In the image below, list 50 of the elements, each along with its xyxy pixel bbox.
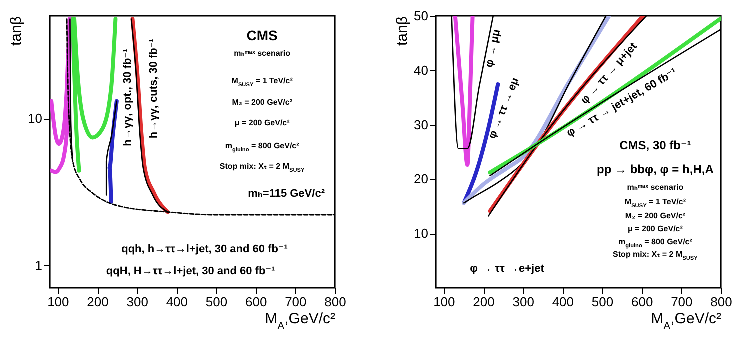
x-tick-label: 200 — [87, 294, 109, 310]
x-tick-label: 600 — [631, 294, 654, 310]
x-tick-label: 600 — [245, 294, 268, 310]
annotation: M$_{SUSY}$ = 1 TeV/c² — [624, 197, 686, 210]
y-tick-label: 30 — [414, 117, 428, 132]
x-tick-label: 700 — [285, 294, 307, 310]
x-tick-label: 400 — [166, 294, 188, 310]
annotation: CMS, 30 fb⁻¹ — [620, 138, 692, 152]
y-axis-title: tanβ — [394, 16, 412, 46]
x-tick-label: 400 — [552, 294, 574, 310]
annotation: φ → ττ → eμ — [486, 76, 522, 141]
y-tick-label: 10 — [414, 226, 428, 242]
annotation: mₕᵐᵃˣ scenario — [234, 49, 291, 58]
annotation: Stop mix: Xₜ = 2 M$_{SUSY}$ — [220, 162, 305, 174]
annotation: M$_{SUSY}$ = 1 TeV/c² — [232, 76, 294, 88]
x-tick-label: 700 — [671, 294, 693, 310]
annotation: mₕᵐᵃˣ scenario — [627, 182, 684, 192]
annotation: qqh, h→ττ→l+jet, 30 and 60 fb⁻¹ — [122, 244, 288, 256]
x-tick-label: 800 — [710, 294, 732, 310]
x-tick-label: 200 — [473, 294, 495, 310]
y-axis-title: tanβ — [8, 16, 26, 46]
x-tick-label: 100 — [434, 294, 456, 310]
annotation: M₂ = 200 GeV/c² — [232, 98, 293, 108]
annotation: m$_{gluino}$ = 800 GeV/c² — [225, 142, 300, 154]
annotation: Stop mix: Xₜ = 2 M$_{SUSY}$ — [613, 250, 698, 262]
annotation: φ → μμ — [483, 28, 504, 69]
x-axis-title: M$_{A}$,GeV/c² — [265, 310, 336, 332]
y-tick-label: 40 — [414, 62, 428, 78]
annotation: μ = 200 GeV/c² — [234, 118, 290, 128]
x-tick-label: 500 — [206, 294, 228, 310]
annotation: h→γγ, opt., 30 fb⁻¹ — [122, 48, 134, 146]
annotation: μ = 200 GeV/c² — [628, 224, 684, 234]
x-tick-label: 300 — [126, 294, 148, 310]
annotation: mₕ=115 GeV/c² — [248, 188, 326, 200]
y-tick-label: 1 — [35, 258, 42, 273]
annotation: m$_{gluino}$ = 800 GeV/c² — [618, 237, 693, 250]
x-axis-title: M$_{A}$,GeV/c² — [651, 310, 722, 332]
x-tick-label: 500 — [592, 294, 614, 310]
annotation: CMS — [246, 28, 278, 44]
x-tick-label: 100 — [48, 294, 70, 310]
x-tick-label: 300 — [512, 294, 534, 310]
y-tick-label: 50 — [414, 8, 428, 24]
annotation: h→γγ, cuts, 30 fb⁻¹ — [148, 38, 160, 139]
y-tick-label: 10 — [28, 111, 42, 126]
y-tick-label: 20 — [414, 172, 428, 187]
annotation: qqH, H→ττ→l+jet, 30 and 60 fb⁻¹ — [106, 265, 276, 278]
annotation: M₂ = 200 GeV/c² — [625, 212, 686, 221]
annotation: φ → ττ →e+jet — [470, 262, 545, 275]
annotation: pp → bbφ, φ = h,H,A — [597, 162, 714, 177]
x-tick-label: 800 — [324, 294, 346, 310]
